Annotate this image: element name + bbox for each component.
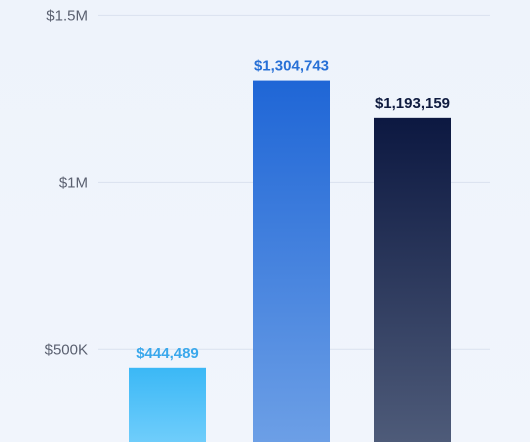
y-axis-ticks: $500K $1M $1.5M (45, 7, 88, 358)
bar (129, 367, 206, 442)
y-tick-label: $1M (59, 174, 88, 191)
bar-value-label: $1,304,743 (254, 58, 329, 75)
bars (129, 80, 451, 442)
bar (374, 117, 451, 442)
bar (253, 80, 330, 442)
bar-value-label: $444,489 (136, 345, 199, 362)
bar-value-label: $1,193,159 (375, 95, 450, 112)
y-tick-label: $1.5M (46, 7, 88, 24)
bar-value-labels: $444,489 $1,304,743 $1,193,159 (136, 58, 450, 362)
y-tick-label: $500K (45, 341, 88, 358)
